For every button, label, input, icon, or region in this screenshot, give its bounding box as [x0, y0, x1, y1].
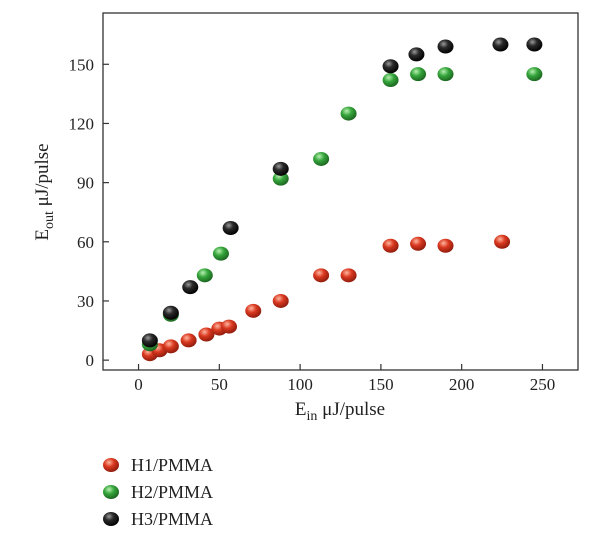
- data-point: [410, 236, 427, 251]
- legend-marker: [103, 512, 119, 526]
- legend-item: H1/PMMA: [103, 455, 213, 475]
- legend-label: H1/PMMA: [131, 455, 213, 475]
- x-tick-label: 50: [211, 375, 228, 394]
- data-point: [313, 268, 330, 283]
- y-tick-label: 0: [86, 351, 95, 370]
- x-tick-label: 250: [530, 375, 556, 394]
- data-point: [180, 333, 197, 348]
- data-point: [212, 246, 229, 261]
- legend-label: H3/PMMA: [131, 509, 213, 529]
- plot-frame: [102, 12, 579, 371]
- data-point: [272, 161, 289, 176]
- data-point: [382, 73, 399, 88]
- legend: H1/PMMA H2/PMMA H3/PMMA: [103, 455, 213, 529]
- data-point: [382, 59, 399, 74]
- data-point: [437, 67, 454, 82]
- x-tick-label: 100: [287, 375, 313, 394]
- series-h3-pmma: [141, 37, 543, 348]
- data-point: [494, 234, 511, 249]
- data-point: [141, 333, 158, 348]
- data-point: [410, 67, 427, 82]
- data-point: [245, 303, 262, 318]
- data-point: [221, 319, 238, 334]
- legend-item: H2/PMMA: [103, 482, 213, 502]
- x-axis-title: Ein μJ/pulse: [295, 399, 385, 424]
- data-point: [437, 39, 454, 54]
- y-axis-ticks: 0 30 60 90 120 150: [69, 55, 109, 370]
- legend-marker: [103, 458, 119, 472]
- x-axis-ticks: 0 50 100 150 200 250: [134, 364, 555, 394]
- data-point: [526, 67, 543, 82]
- y-tick-label: 90: [77, 174, 94, 193]
- y-tick-label: 60: [77, 233, 94, 252]
- data-point: [222, 220, 239, 235]
- data-point: [408, 47, 425, 62]
- data-point: [340, 268, 357, 283]
- data-point: [313, 151, 330, 166]
- x-tick-label: 200: [449, 375, 475, 394]
- y-tick-label: 30: [77, 292, 94, 311]
- data-point: [162, 305, 179, 320]
- y-axis-title: Eout μJ/pulse: [32, 143, 57, 240]
- series-h1-pmma: [141, 234, 511, 362]
- y-tick-label: 120: [69, 114, 95, 133]
- y-tick-label: 150: [69, 55, 95, 74]
- data-point: [182, 280, 199, 295]
- data-point: [382, 238, 399, 253]
- data-points: [141, 37, 543, 362]
- x-tick-label: 150: [368, 375, 394, 394]
- data-point: [340, 106, 357, 121]
- data-point: [162, 339, 179, 354]
- data-point: [198, 327, 215, 342]
- x-tick-label: 0: [134, 375, 143, 394]
- legend-marker: [103, 485, 119, 499]
- data-point: [196, 268, 213, 283]
- series-h2-pmma: [141, 67, 543, 352]
- data-point: [437, 238, 454, 253]
- legend-item: H3/PMMA: [103, 509, 213, 529]
- data-point: [272, 293, 289, 308]
- data-point: [272, 171, 289, 186]
- data-point: [526, 37, 543, 52]
- data-point: [492, 37, 509, 52]
- legend-label: H2/PMMA: [131, 482, 213, 502]
